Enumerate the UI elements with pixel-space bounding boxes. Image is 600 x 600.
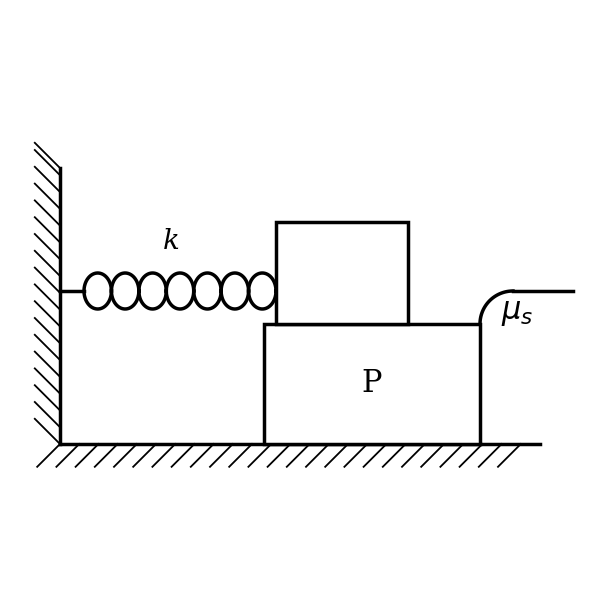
Text: $\mu_s$: $\mu_s$ (501, 296, 533, 328)
Text: k: k (163, 228, 179, 255)
Bar (264, 324, 480, 444)
Text: Q: Q (329, 257, 355, 289)
Text: P: P (362, 368, 382, 400)
Bar (276, 222, 408, 324)
